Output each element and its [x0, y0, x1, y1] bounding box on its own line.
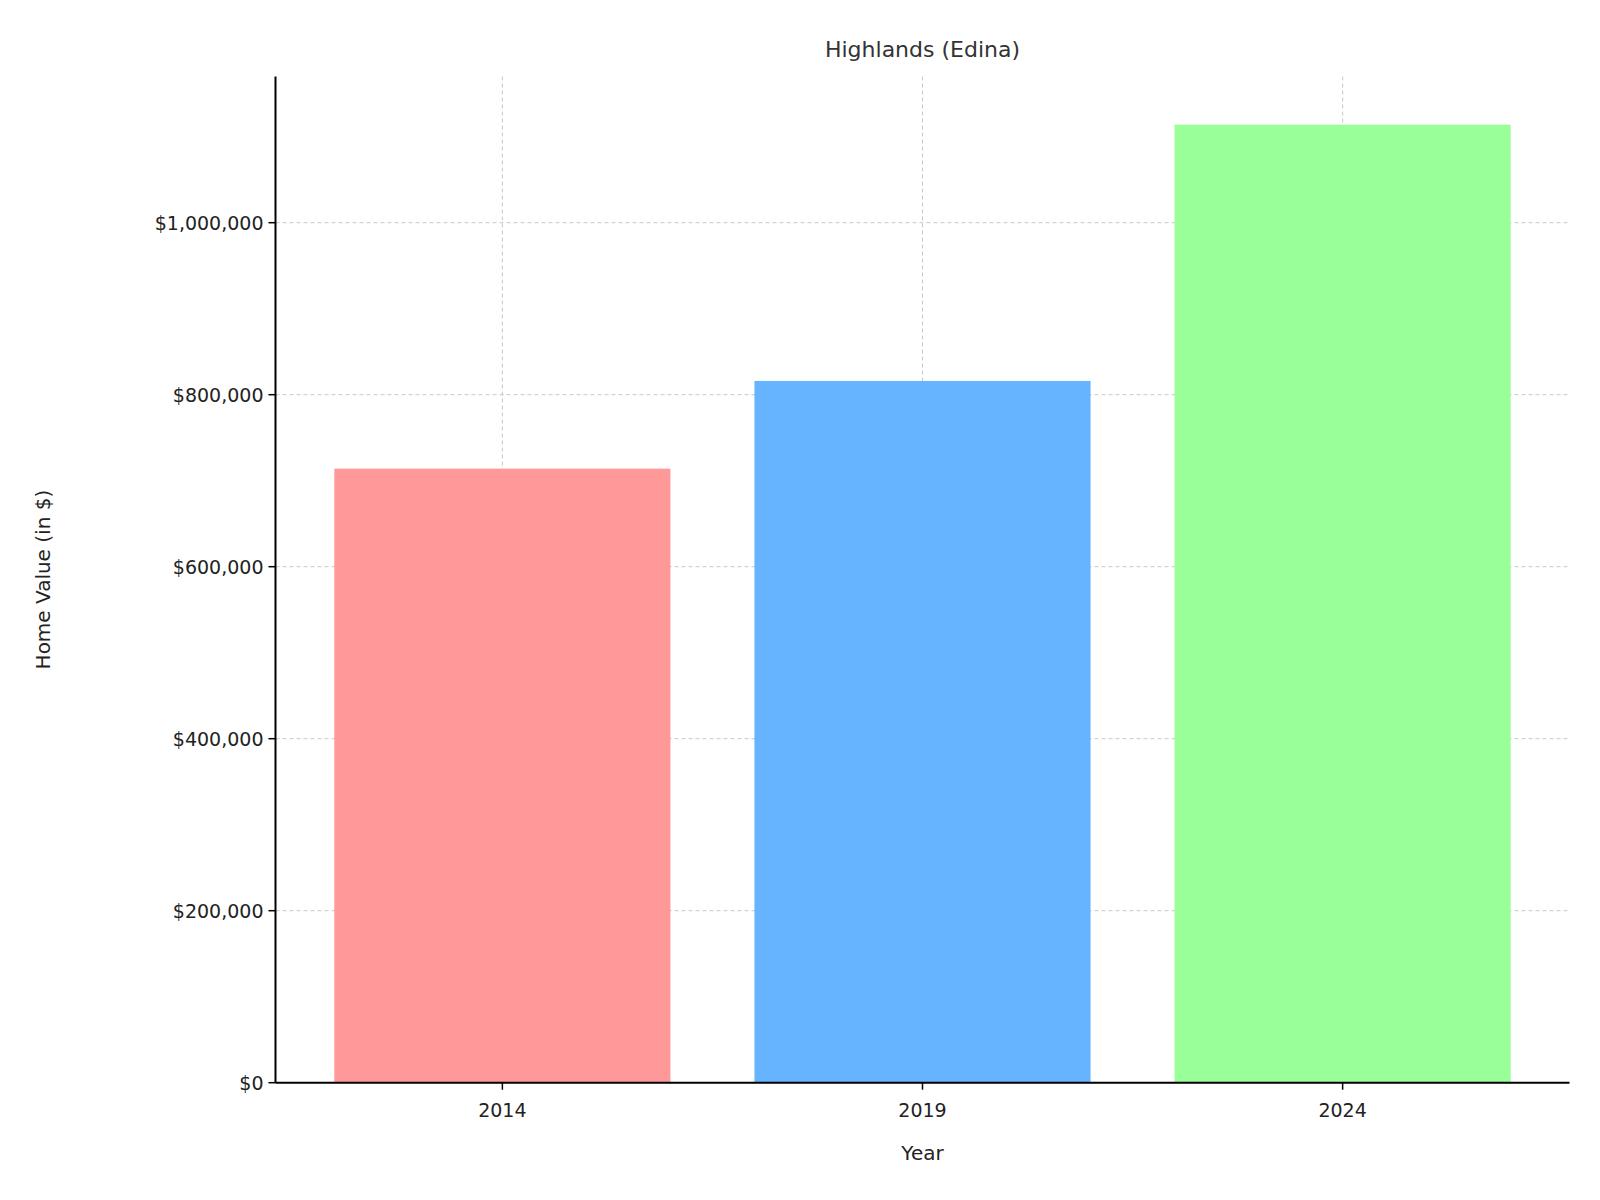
y-tick: [269, 910, 276, 912]
x-axis-label: Year: [900, 1141, 944, 1165]
x-tick: [1342, 1083, 1344, 1090]
y-tick: [269, 738, 276, 740]
y-axis-label: Home Value (in $): [31, 490, 55, 670]
x-tick: [922, 1083, 924, 1090]
y-tick-label: $1,000,000: [155, 212, 264, 234]
bar: [1175, 125, 1511, 1083]
chart: $0 $200,000 $400,000 $600,000 $800,000 $1,000…: [0, 0, 1600, 1200]
y-tick-label: $800,000: [173, 384, 264, 406]
y-tick-label: $600,000: [173, 556, 264, 578]
y-tick-label: $0: [239, 1072, 263, 1094]
x-tick-label: 2019: [898, 1099, 946, 1121]
y-axis-line: [275, 77, 277, 1083]
y-tick-label: $400,000: [173, 728, 264, 750]
x-tick-label: 2024: [1318, 1099, 1366, 1121]
y-tick-label: $200,000: [173, 900, 264, 922]
x-tick-label: 2014: [478, 1099, 526, 1121]
y-tick: [269, 222, 276, 224]
y-tick: [269, 566, 276, 568]
title: Highlands (Edina): [825, 37, 1020, 62]
bars: [334, 125, 1510, 1083]
y-tick: [269, 1082, 276, 1084]
bar: [754, 381, 1090, 1083]
bar: [334, 469, 670, 1083]
x-tick: [502, 1083, 504, 1090]
y-tick: [269, 394, 276, 396]
